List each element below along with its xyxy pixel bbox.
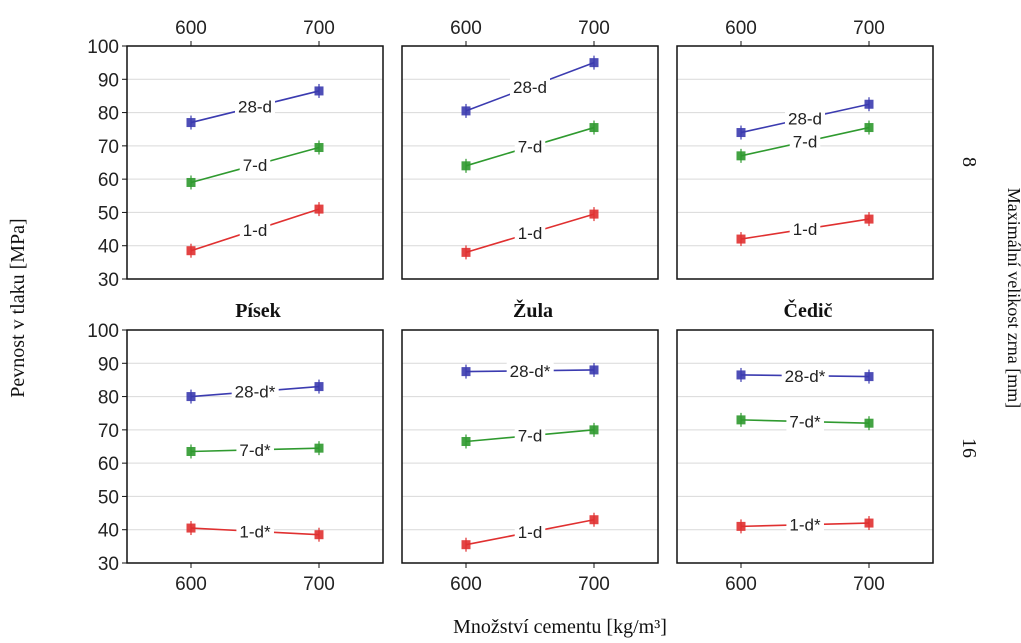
series-28-d--label: 28-d*: [785, 367, 826, 386]
y-tick-label: 40: [98, 521, 119, 542]
series-7-d-label-bg: [514, 425, 546, 447]
x-tick-label: 700: [578, 18, 610, 39]
right-axis-label: Maximální velikost zrna [mm]: [1004, 188, 1021, 408]
series-1-d-label-bg: [514, 223, 546, 245]
series-7-d-label: 7-d: [243, 156, 268, 175]
x-tick-label: 700: [303, 574, 335, 595]
panel-8-cedic: 600 700 28-d 7-d 1-d: [676, 18, 934, 280]
series-1-d-label: 1-d: [793, 220, 818, 239]
series-7-d-label-bg: [789, 131, 821, 153]
panel-16-pisek: 30 40 50 60 70 80 90 100 600 700 28-d* 7-d* 1-d*: [87, 321, 384, 595]
panel-frame: [126, 45, 384, 280]
x-tick-label: 600: [725, 574, 757, 595]
x-tick-label: 700: [578, 574, 610, 595]
y-tick-label: 70: [98, 421, 119, 442]
series-28-d-label-bg: [234, 96, 276, 118]
y-tick-label: 60: [98, 454, 119, 475]
x-tick-label: 600: [175, 574, 207, 595]
x-tick-label: 600: [175, 18, 207, 39]
panel-8-pisek: 30 40 50 60 70 80 90 100 600 700 28-d 7-d 1-d: [87, 18, 384, 291]
series-7-d--label-bg: [786, 411, 824, 433]
series-7-d-label: 7-d: [793, 133, 818, 152]
panel-8-zula: 600 700 28-d 7-d 1-d: [401, 18, 659, 280]
series-1-d--label-bg: [236, 521, 274, 543]
y-tick-label: 50: [98, 487, 119, 508]
series-28-d--label-bg: [781, 365, 829, 387]
y-tick-label: 50: [98, 203, 119, 224]
series-28-d-label-bg: [509, 76, 551, 98]
series-1-d-label: 1-d: [518, 224, 543, 243]
y-tick-label: 100: [87, 321, 119, 342]
row-label-8: 8: [958, 157, 980, 167]
series-1-d-label: 1-d: [518, 523, 543, 542]
series-28-d-label-bg: [784, 108, 826, 130]
y-tick-label: 30: [98, 554, 119, 575]
y-tick-label: 90: [98, 354, 119, 375]
series-28-d--label-bg: [231, 381, 279, 403]
x-axis-label: Množství cementu [kg/m³]: [453, 616, 667, 638]
series-7-d--label: 7-d*: [239, 441, 271, 460]
series-28-d-label: 28-d: [513, 78, 547, 97]
panel-16-zula: 600 700 28-d* 7-d 1-d: [401, 329, 659, 595]
panel-frame: [676, 45, 934, 280]
x-tick-label: 700: [853, 18, 885, 39]
series-1-d-label-bg: [514, 522, 546, 544]
panel-16-cedic: 600 700 28-d* 7-d* 1-d*: [676, 329, 934, 595]
panel-frame: [401, 45, 659, 280]
row-label-16: 16: [958, 438, 980, 458]
panel-frame: [676, 329, 934, 564]
y-tick-label: 60: [98, 170, 119, 191]
x-tick-label: 600: [450, 18, 482, 39]
series-7-d-label: 7-d: [518, 138, 543, 157]
series-1-d-label-bg: [789, 219, 821, 241]
x-tick-label: 700: [853, 574, 885, 595]
series-1-d-label-bg: [239, 219, 271, 241]
y-tick-label: 80: [98, 388, 119, 409]
panel-frame: [126, 329, 384, 564]
y-tick-label: 80: [98, 104, 119, 125]
y-tick-label: 40: [98, 237, 119, 258]
x-tick-label: 600: [450, 574, 482, 595]
column-title-cedic: Čedič: [784, 298, 833, 322]
series-28-d--label: 28-d*: [235, 383, 276, 402]
series-7-d--label: 7-d*: [789, 413, 821, 432]
series-28-d--label-bg: [506, 360, 554, 382]
column-title-pisek: Písek: [235, 300, 281, 322]
series-7-d--label-bg: [236, 439, 274, 461]
series-1-d--label-bg: [786, 514, 824, 536]
y-tick-label: 30: [98, 270, 119, 291]
series-7-d-label-bg: [239, 154, 271, 176]
panels-group: 30 40 50 60 70 80 90 100 600 700 28-d 7-d 1-d 600 700 2…: [87, 18, 934, 595]
panel-frame: [401, 329, 659, 564]
column-title-zula: Žula: [513, 298, 553, 322]
y-axis-label: Pevnost v tlaku [MPa]: [7, 218, 29, 397]
series-1-d--label: 1-d*: [789, 516, 821, 535]
y-tick-label: 100: [87, 37, 119, 58]
series-28-d--label: 28-d*: [510, 362, 551, 381]
series-28-d-label: 28-d: [238, 98, 272, 117]
y-tick-label: 70: [98, 137, 119, 158]
x-tick-label: 700: [303, 18, 335, 39]
series-28-d-label: 28-d: [788, 109, 822, 128]
series-7-d-label: 7-d: [518, 427, 543, 446]
series-1-d-label: 1-d: [243, 221, 268, 240]
series-1-d--label: 1-d*: [239, 522, 271, 541]
x-tick-label: 600: [725, 18, 757, 39]
y-tick-label: 90: [98, 70, 119, 91]
series-7-d-label-bg: [514, 136, 546, 158]
